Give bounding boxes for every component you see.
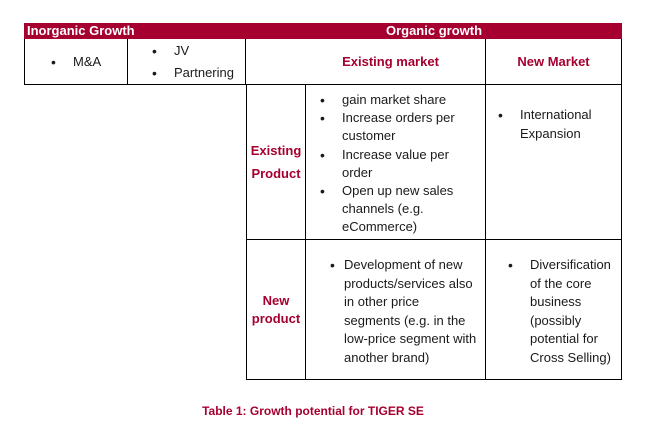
new-product-existing-market-list: Development of new products/services als… <box>326 256 479 367</box>
cell-existing-product-existing-market: gain market share Increase orders per cu… <box>306 85 486 240</box>
column-header-existing-market: Existing market <box>246 39 486 85</box>
list-item: gain market share <box>316 91 477 109</box>
list-item: International Expansion <box>494 106 615 143</box>
cell-existing-product-new-market: International Expansion <box>486 85 622 240</box>
row-header-existing-product: Existing Product <box>246 85 306 240</box>
inorganic-growth-title: Inorganic Growth <box>27 23 135 38</box>
cell-new-product-new-market: Diversification of the core business (po… <box>486 240 622 380</box>
inorganic-cell-jv: JV Partnering <box>128 39 246 85</box>
list-item: Development of new products/services als… <box>326 256 479 367</box>
table-caption: Table 1: Growth potential for TIGER SE <box>202 404 424 418</box>
list-item: JV <box>148 40 245 62</box>
inorganic-list-right: JV Partnering <box>128 40 245 84</box>
organic-growth-title: Organic growth <box>385 23 483 38</box>
inorganic-cell-ma: M&A <box>24 39 128 85</box>
list-item: Increase value per order <box>316 146 477 182</box>
existing-product-existing-market-list: gain market share Increase orders per cu… <box>316 91 477 237</box>
inorganic-list-left: M&A <box>25 53 127 72</box>
cell-new-product-existing-market: Development of new products/services als… <box>306 240 486 380</box>
new-product-new-market-list: Diversification of the core business (po… <box>504 256 619 367</box>
list-item: Partnering <box>148 62 245 84</box>
list-item: Open up new sales channels (e.g. eCommer… <box>316 182 477 237</box>
list-item: Increase orders per customer <box>316 109 477 145</box>
existing-product-new-market-list: International Expansion <box>494 106 615 143</box>
column-header-new-market: New Market <box>486 39 622 85</box>
row-header-new-product: New product <box>246 240 306 380</box>
list-item: Diversification of the core business (po… <box>504 256 619 367</box>
inorganic-growth-header: Inorganic Growth <box>24 23 246 39</box>
list-item: M&A <box>47 53 127 72</box>
organic-growth-header: Organic growth <box>246 23 622 39</box>
